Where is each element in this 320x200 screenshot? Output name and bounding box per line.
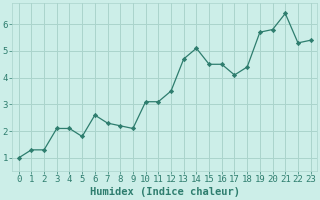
X-axis label: Humidex (Indice chaleur): Humidex (Indice chaleur) (90, 187, 240, 197)
